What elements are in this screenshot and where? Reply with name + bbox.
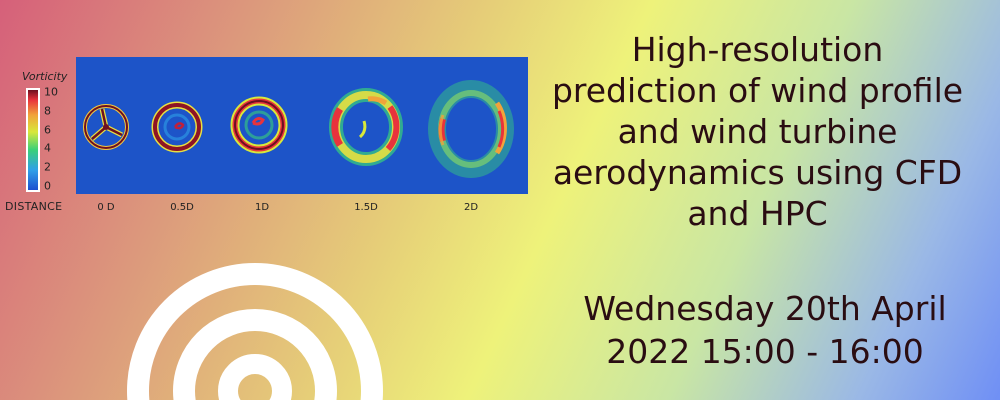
snapshot-0d xyxy=(83,104,129,150)
title-line: High-resolution xyxy=(631,30,884,69)
colorbar-ticks: 10 8 6 4 2 0 xyxy=(44,85,64,193)
event-date: Wednesday 20th April 2022 15:00 - 16:00 xyxy=(560,288,970,374)
snapshot-2d xyxy=(428,80,514,178)
date-line: Wednesday 20th April xyxy=(583,289,947,328)
colorbar-tick: 8 xyxy=(44,104,51,118)
event-title: High-resolution prediction of wind profi… xyxy=(530,30,985,235)
title-line: aerodynamics using CFD xyxy=(552,152,963,192)
vorticity-snapshots xyxy=(83,80,514,178)
colorbar-tick: 10 xyxy=(44,85,58,99)
snapshot-0-5d xyxy=(151,101,203,153)
distance-label: DISTANCE xyxy=(5,200,63,213)
time-line: 2022 15:00 - 16:00 xyxy=(606,331,924,371)
distance-tick: 1D xyxy=(254,202,270,213)
colorbar xyxy=(26,88,40,192)
title-line: prediction of wind profile xyxy=(551,70,964,110)
colorbar-tick: 6 xyxy=(44,123,51,137)
distance-tick: 0 D xyxy=(97,202,115,213)
colorbar-tick: 2 xyxy=(44,160,51,174)
vorticity-figure xyxy=(76,57,528,194)
concentric-rings-decoration xyxy=(127,263,383,400)
distance-tick: 0.5D xyxy=(170,202,194,213)
title-line: and wind turbine xyxy=(617,111,898,151)
snapshot-1-5d xyxy=(329,88,403,166)
distance-tick: 2D xyxy=(463,202,479,213)
snapshot-1d xyxy=(230,96,288,154)
colorbar-tick: 0 xyxy=(44,179,51,193)
distance-tick: 1.5D xyxy=(354,202,378,213)
colorbar-tick: 4 xyxy=(44,141,51,155)
title-line: and HPC xyxy=(687,193,828,233)
colorbar-title: Vorticity xyxy=(22,70,68,83)
